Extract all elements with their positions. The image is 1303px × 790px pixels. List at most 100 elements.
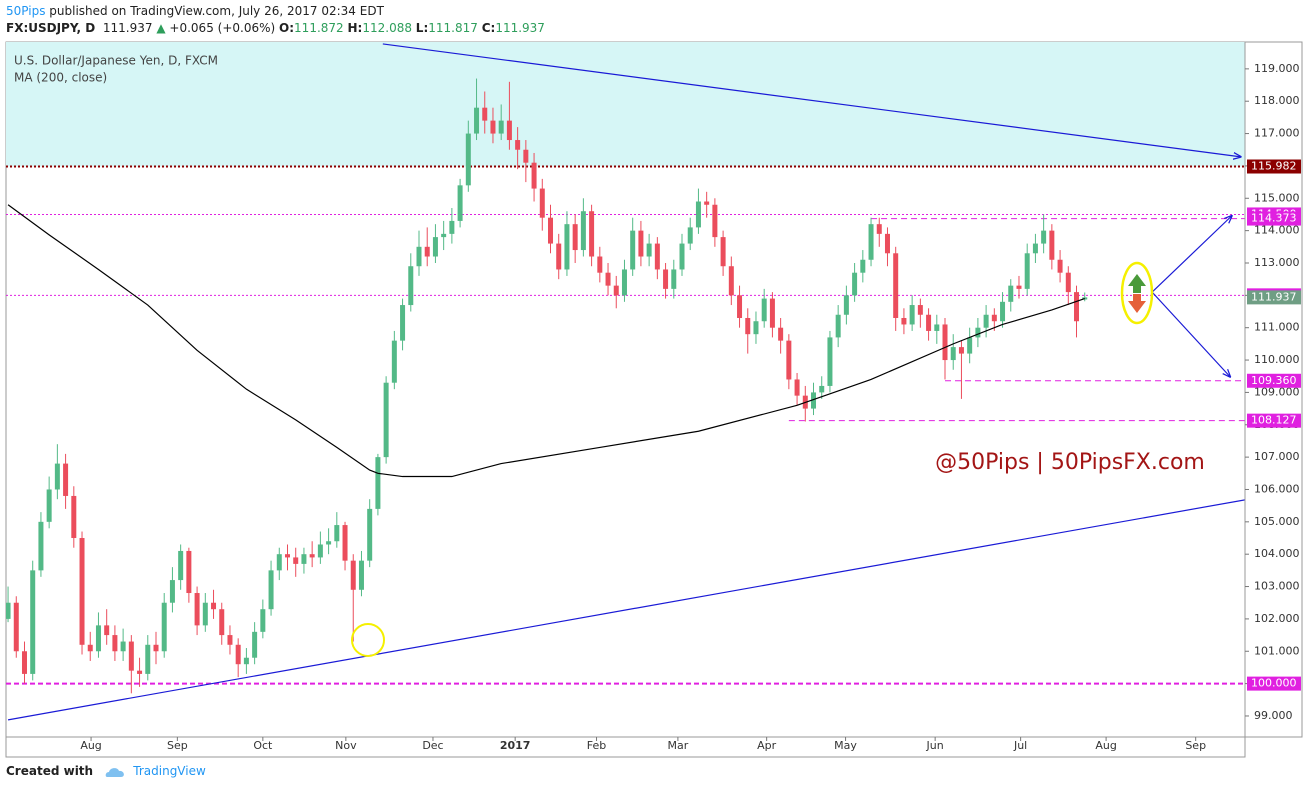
up-icon: ▲: [156, 21, 166, 35]
candle-body: [827, 337, 833, 386]
candle-body: [227, 635, 233, 645]
candle-body: [465, 133, 471, 186]
candle-body: [967, 337, 973, 354]
brand[interactable]: TradingView: [133, 764, 206, 778]
candle-body: [523, 149, 529, 163]
trend-line: [1151, 216, 1232, 293]
footer: Created with TradingView: [6, 764, 206, 778]
candle-body: [728, 266, 734, 296]
candle-body: [137, 670, 143, 674]
candle-body: [457, 185, 463, 221]
candle-body: [1008, 285, 1014, 302]
x-tick-label: Nov: [335, 739, 357, 752]
trend-line: [7, 499, 1245, 721]
candle-body: [1000, 301, 1006, 322]
price-label-box: [1247, 290, 1301, 305]
candle-body: [186, 550, 192, 594]
header: 50Pips published on TradingView.com, Jul…: [6, 3, 545, 37]
candle-body: [671, 269, 677, 289]
change-pct: (+0.06%): [217, 21, 276, 35]
candle-body: [293, 557, 299, 564]
candle-body: [926, 314, 932, 331]
candle-body: [21, 651, 27, 674]
candle-body: [654, 243, 660, 270]
candle-body: [1041, 230, 1047, 244]
time-axis: [5, 736, 1246, 758]
candle-body: [169, 580, 175, 603]
candle-body: [120, 641, 126, 652]
candle-body: [860, 259, 866, 273]
candle-body: [432, 237, 438, 257]
y-tick-label: 104.000: [1254, 547, 1300, 560]
candle-body: [342, 525, 348, 561]
close: 111.937: [495, 21, 545, 35]
price-label: 111.937: [1251, 290, 1297, 303]
candle-body: [983, 314, 989, 328]
candle-body: [843, 295, 849, 315]
y-tick-label: 115.000: [1254, 191, 1300, 204]
candle-body: [819, 385, 825, 393]
candle-body: [1065, 272, 1071, 293]
candle-body: [778, 327, 784, 341]
candle-body: [630, 230, 636, 270]
trend-line: [382, 43, 1241, 157]
ma-legend: MA (200, close): [14, 71, 107, 85]
x-tick-label: Aug: [1095, 739, 1116, 752]
y-tick-label: 107.000: [1254, 450, 1300, 463]
price-label-box: [1247, 676, 1301, 691]
candle-body: [112, 635, 118, 652]
candle-body: [358, 560, 364, 590]
x-tick-label: Apr: [757, 739, 777, 752]
candle-body: [408, 266, 414, 306]
candle-body: [663, 269, 669, 289]
candle-body: [243, 657, 249, 665]
candle-body: [958, 347, 964, 354]
y-tick-label: 113.000: [1254, 256, 1300, 269]
y-tick-label: 109.000: [1254, 385, 1300, 398]
price-label: 114.373: [1251, 212, 1297, 225]
candle-body: [621, 269, 627, 296]
y-tick-label: 106.000: [1254, 482, 1300, 495]
y-tick-label: 103.000: [1254, 580, 1300, 593]
candle-body: [128, 641, 134, 671]
x-tick-label: Jul: [1013, 739, 1027, 752]
candle-body: [13, 602, 19, 652]
candle-body: [416, 246, 422, 267]
publisher[interactable]: 50Pips: [6, 4, 46, 18]
candle-body: [1074, 292, 1080, 322]
candle-body: [794, 379, 800, 396]
candle-body: [391, 340, 397, 383]
candle-body: [917, 305, 923, 315]
candle-body: [71, 495, 77, 539]
y-tick-label: 101.000: [1254, 644, 1300, 657]
y-tick-label: 117.000: [1254, 127, 1300, 140]
x-tick-label: Jun: [926, 739, 944, 752]
candle-body: [219, 609, 225, 636]
price-label: 108.127: [1251, 414, 1297, 427]
candle-body: [753, 321, 759, 335]
candle-body: [638, 230, 644, 257]
candle-body: [1032, 243, 1038, 254]
candle-body: [597, 256, 603, 273]
candle-body: [884, 233, 890, 254]
candle-body: [235, 644, 241, 665]
candle-body: [211, 602, 217, 610]
candle-body: [375, 457, 381, 509]
y-tick-label: 99.000: [1254, 709, 1293, 722]
highlight-ellipse: [1120, 261, 1154, 325]
y-tick-label: 119.000: [1254, 62, 1300, 75]
zone: [6, 42, 1245, 167]
candle-body: [893, 253, 899, 318]
candle-body: [301, 554, 307, 564]
candle-body: [334, 525, 340, 542]
candle-body: [46, 489, 52, 522]
highlight-circle: [351, 623, 385, 657]
x-tick-label: 2017: [500, 739, 531, 752]
price-label-box: [1247, 159, 1301, 174]
candle-body: [991, 314, 997, 322]
candle-body: [531, 162, 537, 189]
header-line-2: FX:USDJPY, D 111.937 ▲ +0.065 (+0.06%) O…: [6, 20, 545, 37]
candle-body: [79, 538, 85, 645]
x-tick-label: Mar: [668, 739, 689, 752]
